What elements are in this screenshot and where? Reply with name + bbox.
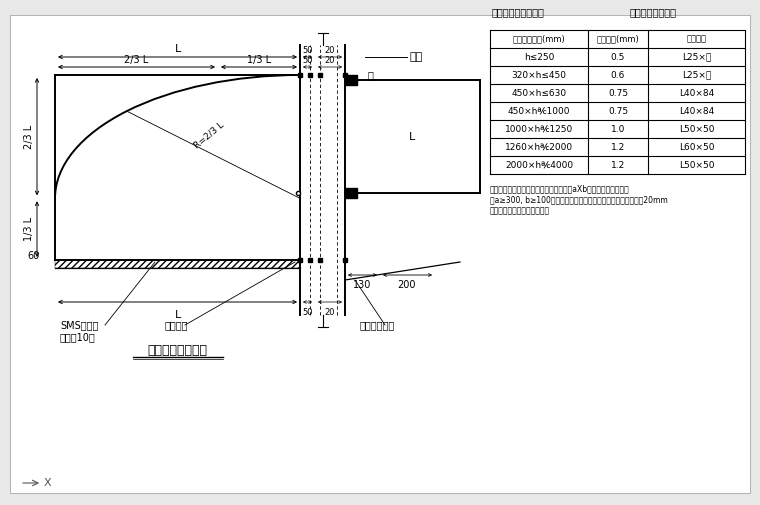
Text: 20: 20 xyxy=(325,46,335,55)
Bar xyxy=(55,260,300,268)
Text: 内拆兰密封管: 内拆兰密封管 xyxy=(360,320,395,330)
Text: L25×厕: L25×厕 xyxy=(682,71,711,79)
Text: 2/3 L: 2/3 L xyxy=(125,55,149,65)
Polygon shape xyxy=(318,73,322,77)
Text: 1.2: 1.2 xyxy=(611,161,625,170)
Text: 频板厚度(mm): 频板厚度(mm) xyxy=(597,34,639,43)
Text: 450×h℀1000: 450×h℀1000 xyxy=(508,107,570,116)
Text: 网格：10目: 网格：10目 xyxy=(60,332,96,342)
Text: 1/3 L: 1/3 L xyxy=(24,217,34,241)
Polygon shape xyxy=(308,258,312,262)
Text: L40×84: L40×84 xyxy=(679,88,714,97)
Text: 20: 20 xyxy=(325,308,335,317)
Text: 50: 50 xyxy=(302,308,313,317)
Text: 1.2: 1.2 xyxy=(611,142,625,152)
Text: X: X xyxy=(44,478,52,488)
Text: R=2/3 L: R=2/3 L xyxy=(192,120,225,149)
Polygon shape xyxy=(343,73,347,77)
Text: 130: 130 xyxy=(353,280,372,290)
Polygon shape xyxy=(308,73,312,77)
Text: 采用规格见下表：: 采用规格见下表： xyxy=(630,7,677,17)
Text: 2/3 L: 2/3 L xyxy=(24,125,34,149)
Polygon shape xyxy=(298,258,302,262)
Text: 风罩制作要求厂商：: 风罩制作要求厂商： xyxy=(492,7,545,17)
Text: L: L xyxy=(174,44,181,54)
Text: h≤250: h≤250 xyxy=(524,53,554,62)
Text: SMS防雨层: SMS防雨层 xyxy=(60,320,98,330)
Text: 墙壁: 墙壁 xyxy=(410,52,423,62)
Text: 20: 20 xyxy=(325,56,335,65)
Text: L40×84: L40×84 xyxy=(679,107,714,116)
Text: 50: 50 xyxy=(302,46,313,55)
Text: L60×50: L60×50 xyxy=(679,142,714,152)
Text: 注：为保证风罩的制作质量，表中尺寸为aXb，即内净尺寸如下：: 注：为保证风罩的制作质量，表中尺寸为aXb，即内净尺寸如下： xyxy=(490,184,630,193)
Text: 适用标准: 适用标准 xyxy=(686,34,707,43)
Text: 2000×h℀4000: 2000×h℀4000 xyxy=(505,161,573,170)
Text: 320×h≤450: 320×h≤450 xyxy=(511,71,566,79)
Text: 1/3 L: 1/3 L xyxy=(247,55,271,65)
Text: 不锈钔风罩大样图: 不锈钔风罩大样图 xyxy=(147,343,207,357)
Text: 0.6: 0.6 xyxy=(611,71,625,79)
Polygon shape xyxy=(490,30,745,174)
Text: L: L xyxy=(410,132,416,142)
Text: （a≥300, b≥100），二者取其较小一者，内框多数整充材料厔20mm: （a≥300, b≥100），二者取其较小一者，内框多数整充材料厔20mm xyxy=(490,195,668,204)
Polygon shape xyxy=(318,258,322,262)
Text: L50×50: L50×50 xyxy=(679,161,714,170)
Text: 1.0: 1.0 xyxy=(611,125,625,133)
Text: L: L xyxy=(174,310,181,320)
Text: 申: 申 xyxy=(367,70,373,80)
Polygon shape xyxy=(343,258,347,262)
Text: 450×h≤630: 450×h≤630 xyxy=(511,88,566,97)
Text: L50×50: L50×50 xyxy=(679,125,714,133)
Text: 风罩最大尺寸(mm): 风罩最大尺寸(mm) xyxy=(513,34,565,43)
Text: 0.5: 0.5 xyxy=(611,53,625,62)
Text: 0.75: 0.75 xyxy=(608,107,628,116)
Text: 风罩一延尺寸不得大于内框。: 风罩一延尺寸不得大于内框。 xyxy=(490,206,550,215)
Text: 1260×h℀2000: 1260×h℀2000 xyxy=(505,142,573,152)
Text: 60: 60 xyxy=(27,251,39,261)
Text: 200: 200 xyxy=(397,280,416,290)
Polygon shape xyxy=(298,73,302,77)
Text: 0.75: 0.75 xyxy=(608,88,628,97)
Text: L25×厕: L25×厕 xyxy=(682,53,711,62)
Text: 50: 50 xyxy=(302,56,313,65)
Text: 密封坠层: 密封坠层 xyxy=(165,320,188,330)
Text: 1000×h℀1250: 1000×h℀1250 xyxy=(505,125,573,133)
